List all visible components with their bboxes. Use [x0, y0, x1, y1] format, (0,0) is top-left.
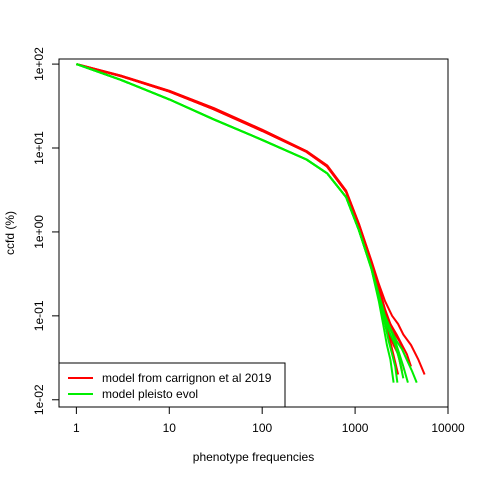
- series-carrignon: [76, 63, 426, 375]
- series-line: [76, 63, 412, 367]
- x-axis-title: phenotype frequencies: [193, 450, 314, 464]
- series-line: [76, 63, 400, 375]
- x-tick-label: 10000: [431, 421, 465, 435]
- x-axis: 1 10 100 1000 10000: [73, 406, 465, 435]
- y-tick-label: 1e-02: [32, 384, 46, 415]
- series-line: [76, 63, 399, 383]
- series-layer: [76, 63, 426, 383]
- x-tick-label: 1000: [342, 421, 369, 435]
- series-pleisto: [76, 63, 418, 383]
- series-line: [76, 63, 426, 375]
- y-axis: 1e-02 1e-01 1e+00 1e+01 1e+02: [32, 47, 60, 415]
- y-tick-label: 1e+02: [32, 47, 46, 81]
- series-line: [76, 63, 405, 350]
- legend-label-pleisto: model pleisto evol: [102, 387, 198, 401]
- y-axis-title: ccfd (%): [3, 211, 17, 255]
- y-tick-label: 1e+00: [32, 215, 46, 249]
- y-tick-label: 1e-01: [32, 300, 46, 331]
- x-tick-label: 100: [252, 421, 272, 435]
- x-tick-label: 10: [163, 421, 177, 435]
- series-line: [76, 63, 405, 379]
- series-line: [76, 63, 418, 383]
- legend: model from carrignon et al 2019 model pl…: [58, 362, 286, 408]
- series-line: [76, 63, 395, 383]
- x-tick-label: 1: [73, 421, 80, 435]
- y-tick-label: 1e+01: [32, 131, 46, 165]
- legend-box: [58, 362, 286, 408]
- legend-label-carrignon: model from carrignon et al 2019: [102, 371, 272, 385]
